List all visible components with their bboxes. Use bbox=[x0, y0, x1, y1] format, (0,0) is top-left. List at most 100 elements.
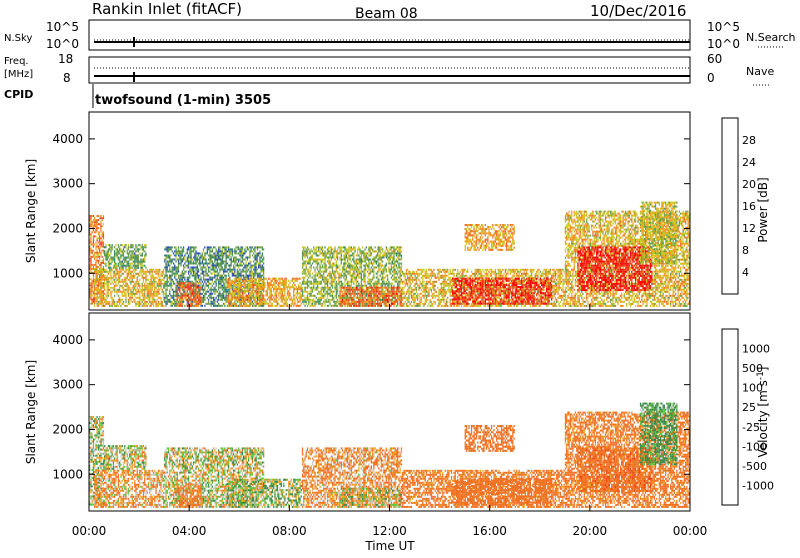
power-cell bbox=[262, 269, 263, 271]
power-cell bbox=[149, 289, 150, 291]
power-cell bbox=[204, 305, 205, 307]
power-cell bbox=[170, 261, 171, 263]
power-cell bbox=[352, 255, 353, 257]
power-cell bbox=[93, 240, 94, 242]
power-cell bbox=[103, 279, 104, 281]
power-cell bbox=[195, 261, 196, 263]
power-cell bbox=[216, 275, 217, 277]
power-cell bbox=[382, 265, 383, 267]
power-cell bbox=[214, 299, 215, 301]
power-cell bbox=[341, 252, 342, 254]
power-cell bbox=[368, 248, 369, 250]
power-cell bbox=[312, 257, 313, 259]
power-cell bbox=[297, 278, 298, 280]
power-cell bbox=[234, 248, 235, 250]
power-cell bbox=[214, 305, 215, 307]
power-cell bbox=[347, 252, 348, 254]
power-cell bbox=[258, 263, 259, 265]
power-cell bbox=[372, 250, 373, 252]
power-cell bbox=[177, 295, 178, 297]
power-cell bbox=[311, 265, 312, 267]
power-cell bbox=[112, 305, 113, 307]
power-cell bbox=[119, 261, 120, 263]
power-cell bbox=[110, 267, 111, 269]
power-cell bbox=[382, 283, 383, 285]
power-cell bbox=[385, 255, 386, 257]
power-cell bbox=[352, 267, 353, 269]
power-cell bbox=[98, 279, 99, 281]
power-cell bbox=[242, 257, 243, 259]
power-cell bbox=[334, 303, 335, 305]
power-cell bbox=[343, 259, 344, 261]
power-cell bbox=[268, 278, 269, 280]
power-cell bbox=[137, 281, 138, 283]
power-cell bbox=[224, 291, 225, 293]
power-cell bbox=[333, 281, 334, 283]
power-cell bbox=[228, 269, 229, 271]
power-cell bbox=[341, 303, 342, 305]
power-cell bbox=[231, 265, 232, 267]
power-cell bbox=[180, 293, 181, 295]
power-cell bbox=[144, 303, 145, 305]
power-cell bbox=[132, 244, 133, 246]
power-cell bbox=[314, 259, 315, 261]
power-cell bbox=[312, 263, 313, 265]
power-cell bbox=[153, 297, 154, 299]
power-cell bbox=[314, 303, 315, 305]
power-cell bbox=[317, 281, 318, 283]
power-cell bbox=[122, 295, 123, 297]
noise-panel-frame bbox=[89, 20, 690, 50]
power-cell bbox=[353, 277, 354, 279]
power-cell bbox=[93, 278, 94, 280]
power-cell bbox=[190, 286, 191, 288]
power-cell bbox=[207, 279, 208, 281]
power-cell bbox=[218, 289, 219, 291]
power-cell bbox=[167, 248, 168, 250]
power-cell bbox=[214, 261, 215, 263]
power-cell bbox=[93, 215, 94, 217]
power-cell bbox=[244, 299, 245, 301]
power-cell bbox=[233, 269, 234, 271]
power-cell bbox=[211, 265, 212, 267]
power-cell bbox=[114, 291, 115, 293]
power-cell bbox=[304, 297, 305, 299]
power-cell bbox=[93, 266, 94, 268]
power-cell bbox=[203, 291, 204, 293]
power-cell bbox=[200, 263, 201, 265]
power-cell bbox=[390, 271, 391, 273]
power-cell bbox=[90, 219, 91, 221]
power-cell bbox=[348, 255, 349, 257]
power-cell bbox=[197, 275, 198, 277]
power-cell bbox=[238, 278, 239, 280]
power-cell bbox=[314, 295, 315, 297]
power-cell bbox=[94, 235, 95, 237]
power-cell bbox=[94, 297, 95, 299]
power-cell bbox=[207, 303, 208, 305]
power-cell bbox=[307, 295, 308, 297]
power-cell bbox=[195, 267, 196, 269]
power-cell bbox=[192, 269, 193, 271]
power-cell bbox=[129, 250, 130, 252]
power-cell bbox=[99, 233, 100, 235]
power-cell bbox=[241, 255, 242, 257]
power-cell bbox=[349, 281, 350, 283]
power-cell bbox=[303, 271, 304, 273]
power-cell bbox=[332, 271, 333, 273]
power-cell bbox=[385, 291, 386, 293]
power-cell bbox=[218, 246, 219, 248]
power-cell bbox=[242, 250, 243, 252]
power-cell bbox=[219, 279, 220, 281]
power-cell bbox=[299, 282, 300, 284]
power-cell bbox=[244, 305, 245, 307]
power-cell bbox=[294, 299, 295, 301]
power-cell bbox=[243, 292, 244, 294]
power-cell bbox=[229, 248, 230, 250]
power-cell bbox=[209, 259, 210, 261]
power-cell bbox=[219, 299, 220, 301]
power-cell bbox=[178, 275, 179, 277]
power-cell bbox=[180, 299, 181, 301]
power-cell bbox=[212, 265, 213, 267]
power-cell bbox=[227, 292, 228, 294]
power-cell bbox=[127, 277, 128, 279]
power-cell bbox=[314, 281, 315, 283]
